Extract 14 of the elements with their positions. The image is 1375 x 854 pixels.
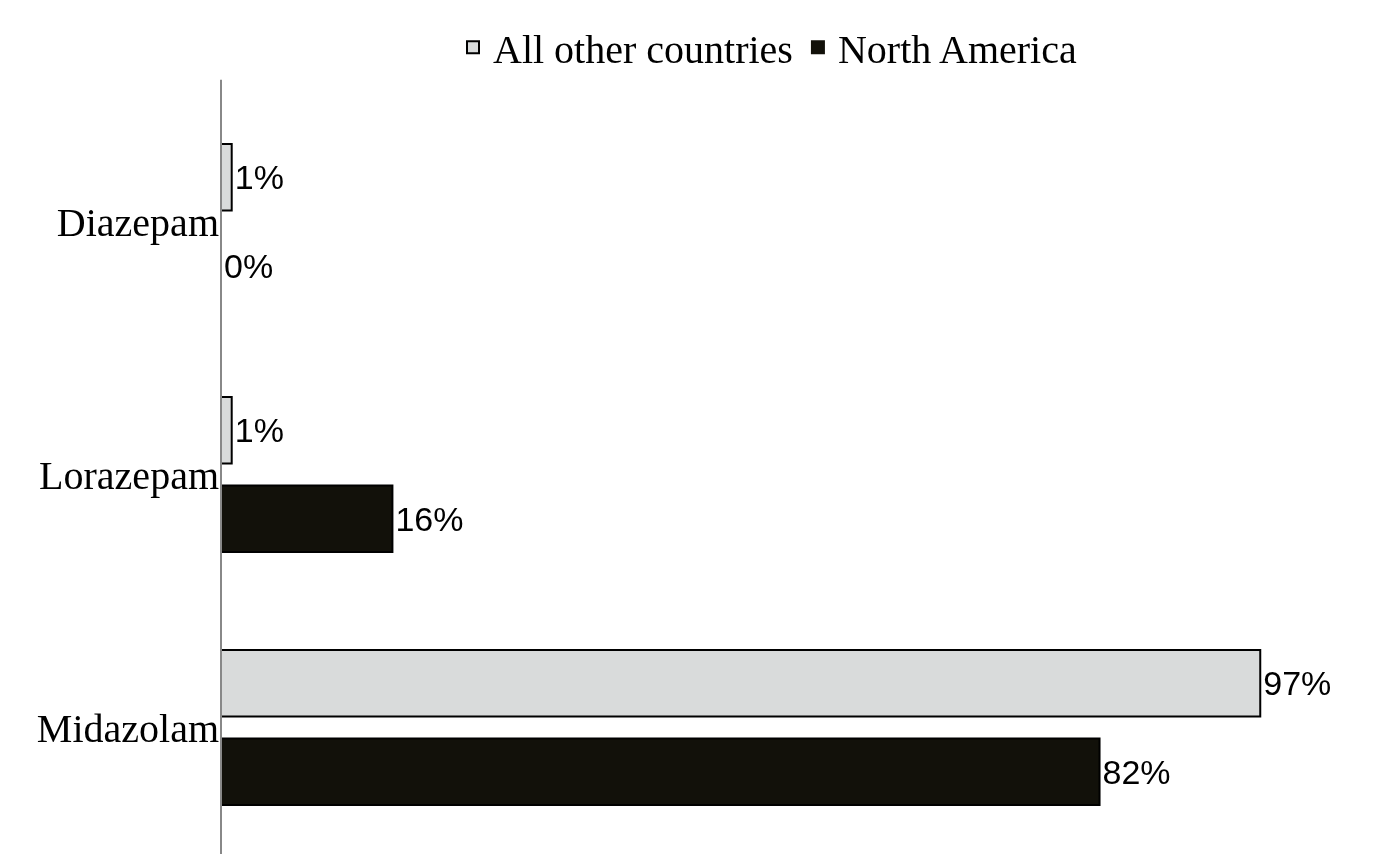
data-label: 1% [234,158,284,197]
data-label: 82% [1102,752,1171,791]
data-label: 16% [395,499,464,538]
y-tick-label: Midazolam [36,705,219,751]
legend-label: North America [837,26,1077,72]
bar [220,484,394,553]
y-tick-label: Diazepam [56,199,219,245]
bar [220,649,1262,718]
data-label: 0% [224,246,274,285]
y-tick-label: Lorazepam [39,452,219,498]
bar [220,737,1101,806]
data-label: 1% [234,411,284,450]
data-label: 97% [1263,664,1332,703]
legend-label: All other countries [493,26,793,72]
